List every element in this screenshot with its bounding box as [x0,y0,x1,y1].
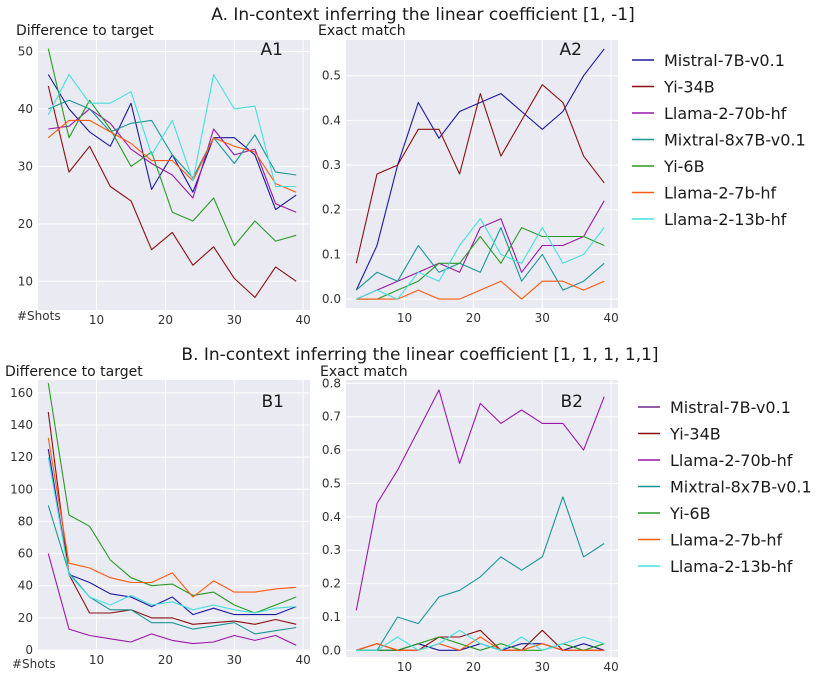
a1-series-mixtral-8x7b-v0-1 [48,99,297,179]
a1-ytick-label: 50 [18,44,33,58]
a2-series-llama-2-13b-hf [356,218,605,300]
a1-series-llama-2-13b-hf [47,73,297,188]
a2-ytick-label: 0.0 [322,292,341,306]
section-title-a: A. In-context inferring the linear coeff… [211,5,635,25]
b2-plot-area [346,380,618,657]
legend-a-label-mistral-7b-v0-1: Mistral-7B-v0.1 [664,51,785,70]
legend-a-label-yi-34b: Yi-34B [663,78,715,97]
b2-ytick-label: 0.1 [322,610,341,624]
b1-xtick-label: 10 [89,653,104,667]
section-title-b: B. In-context inferring the linear coeff… [181,345,658,365]
a2-ylabel: Exact match [318,23,406,39]
b1-ytick-label: 80 [18,514,33,528]
b2-ylabel: Exact match [320,364,408,380]
b2-ytick-label: 0.7 [322,410,341,424]
b1-ytick-label: 40 [18,579,33,593]
b1-xlabel: #Shots [12,657,56,671]
a1-xlabel: #Shots [17,309,61,323]
a1-ytick-label: 10 [18,274,33,288]
legend-a: Mistral-7B-v0.1 Yi-34B Llama-2-70b-hf Mixtr… [632,51,806,229]
a2-xtick-label: 40 [603,311,618,325]
chart-panel-b1: 0 20 40 60 80 100 120 140 160 10 20 30 40 Difference … [5,364,311,671]
legend-b-label-llama-2-13b-hf: Llama-2-13b-hf [670,557,793,576]
legend-a-label-yi-6b: Yi-6B [663,157,705,176]
legend-b-label-llama-2-70b-hf: Llama-2-70b-hf [670,451,793,470]
a1-series-yi-6b [47,48,297,247]
chart-panel-a2: 0.0 0.1 0.2 0.3 0.4 0.5 10 20 30 40 Exact match A2 [318,23,619,325]
b2-xtick-label: 10 [397,660,412,673]
b1-ytick-label: 20 [18,611,33,625]
b1-ytick-label: 120 [10,450,33,464]
b2-ytick-label: 0.2 [322,577,341,591]
a1-plot-area [38,40,310,310]
b2-ytick-label: 0.8 [322,376,341,390]
a1-ytick-label: 40 [18,102,33,116]
a1-xtick-label: 10 [89,313,104,327]
b2-ytick-label: 0.5 [322,476,341,490]
a2-ytick-label: 0.3 [322,158,341,172]
b1-series-llama-2-7b-hf [47,437,297,598]
b1-ytick-label: 100 [10,482,33,496]
a1-series-llama-2-7b-hf [47,119,297,193]
legend-b-label-llama-2-7b-hf: Llama-2-7b-hf [670,531,783,550]
a2-panel-label: A2 [560,40,582,60]
legend-a-label-mixtral-8x7b-v0-1: Mixtral-8x7B-v0.1 [664,131,806,150]
b1-series-yi-34b [47,412,297,625]
a2-ytick-label: 0.5 [322,69,341,83]
b2-ytick-label: 0.6 [322,443,341,457]
legend-b-label-yi-34b: Yi-34B [669,425,721,444]
legend-a-label-llama-2-70b-hf: Llama-2-70b-hf [664,104,787,123]
b1-xtick-label: 30 [227,653,242,667]
a2-series-yi-34b [355,84,605,264]
a1-xtick-label: 30 [227,313,242,327]
a2-series-yi-6b [356,227,605,300]
a2-xtick-label: 30 [535,311,550,325]
a1-xtick-label: 20 [158,313,173,327]
a1-panel-label: A1 [261,40,283,60]
b1-xtick-label: 40 [295,653,310,667]
b1-ytick-label: 140 [10,418,33,432]
b1-series-llama-2-13b-hf [47,457,297,614]
b1-ytick-label: 0 [25,643,33,657]
b1-ylabel: Difference to target [5,364,143,380]
legend-b-label-mixtral-8x7b-v0-1: Mixtral-8x7B-v0.1 [670,478,812,497]
b2-xtick-label: 20 [466,660,481,673]
b2-ytick-label: 0.4 [322,510,341,524]
a2-plot-area [346,40,618,308]
legend-b-label-yi-6b: Yi-6B [669,504,711,523]
a1-xtick-label: 40 [295,313,310,327]
b2-xtick-label: 30 [535,660,550,673]
a1-ytick-label: 30 [18,159,33,173]
b2-panel-label: B2 [561,392,583,412]
b1-xtick-label: 20 [158,653,173,667]
legend-b-label-mistral-7b-v0-1: Mistral-7B-v0.1 [670,398,791,417]
b1-ytick-label: 160 [10,386,33,400]
legend-b: Mistral-7B-v0.1 Yi-34B Llama-2-70b-hf Mixtr… [638,398,812,576]
b2-series-llama-2-7b-hf [356,636,605,651]
a2-ytick-label: 0.4 [322,113,341,127]
a1-ylabel: Difference to target [16,23,154,39]
legend-a-label-llama-2-13b-hf: Llama-2-13b-hf [664,210,787,229]
a2-ytick-label: 0.1 [322,247,341,261]
legend-a-label-llama-2-7b-hf: Llama-2-7b-hf [664,184,777,203]
chart-panel-a1: 10 20 30 40 50 10 20 30 40 Difference to target #S… [16,23,311,327]
b2-series-llama-2-13b-hf [356,629,605,651]
b2-series-llama-2-70b-hf [355,389,605,611]
chart-panel-b2: 0.0 0.1 0.2 0.3 0.4 0.5 0.6 0.7 0.8 10 20 30 40 Exact… [320,364,619,673]
a1-series-yi-34b [47,85,297,298]
a2-xtick-label: 10 [397,311,412,325]
a2-series-mixtral-8x7b-v0-1 [355,227,605,291]
b1-series-llama-2-70b-hf [47,553,297,646]
b1-series-mistral-7b-v0-1 [47,449,297,616]
a2-ytick-label: 0.2 [322,203,341,217]
b1-ytick-label: 60 [18,547,33,561]
b2-xtick-label: 40 [603,660,618,673]
a1-ytick-label: 20 [18,217,33,231]
a2-xtick-label: 20 [466,311,481,325]
b1-panel-label: B1 [262,392,284,412]
b2-ytick-label: 0.3 [322,543,341,557]
b2-ytick-label: 0.0 [322,643,341,657]
b2-series-mixtral-8x7b-v0-1 [356,496,605,651]
